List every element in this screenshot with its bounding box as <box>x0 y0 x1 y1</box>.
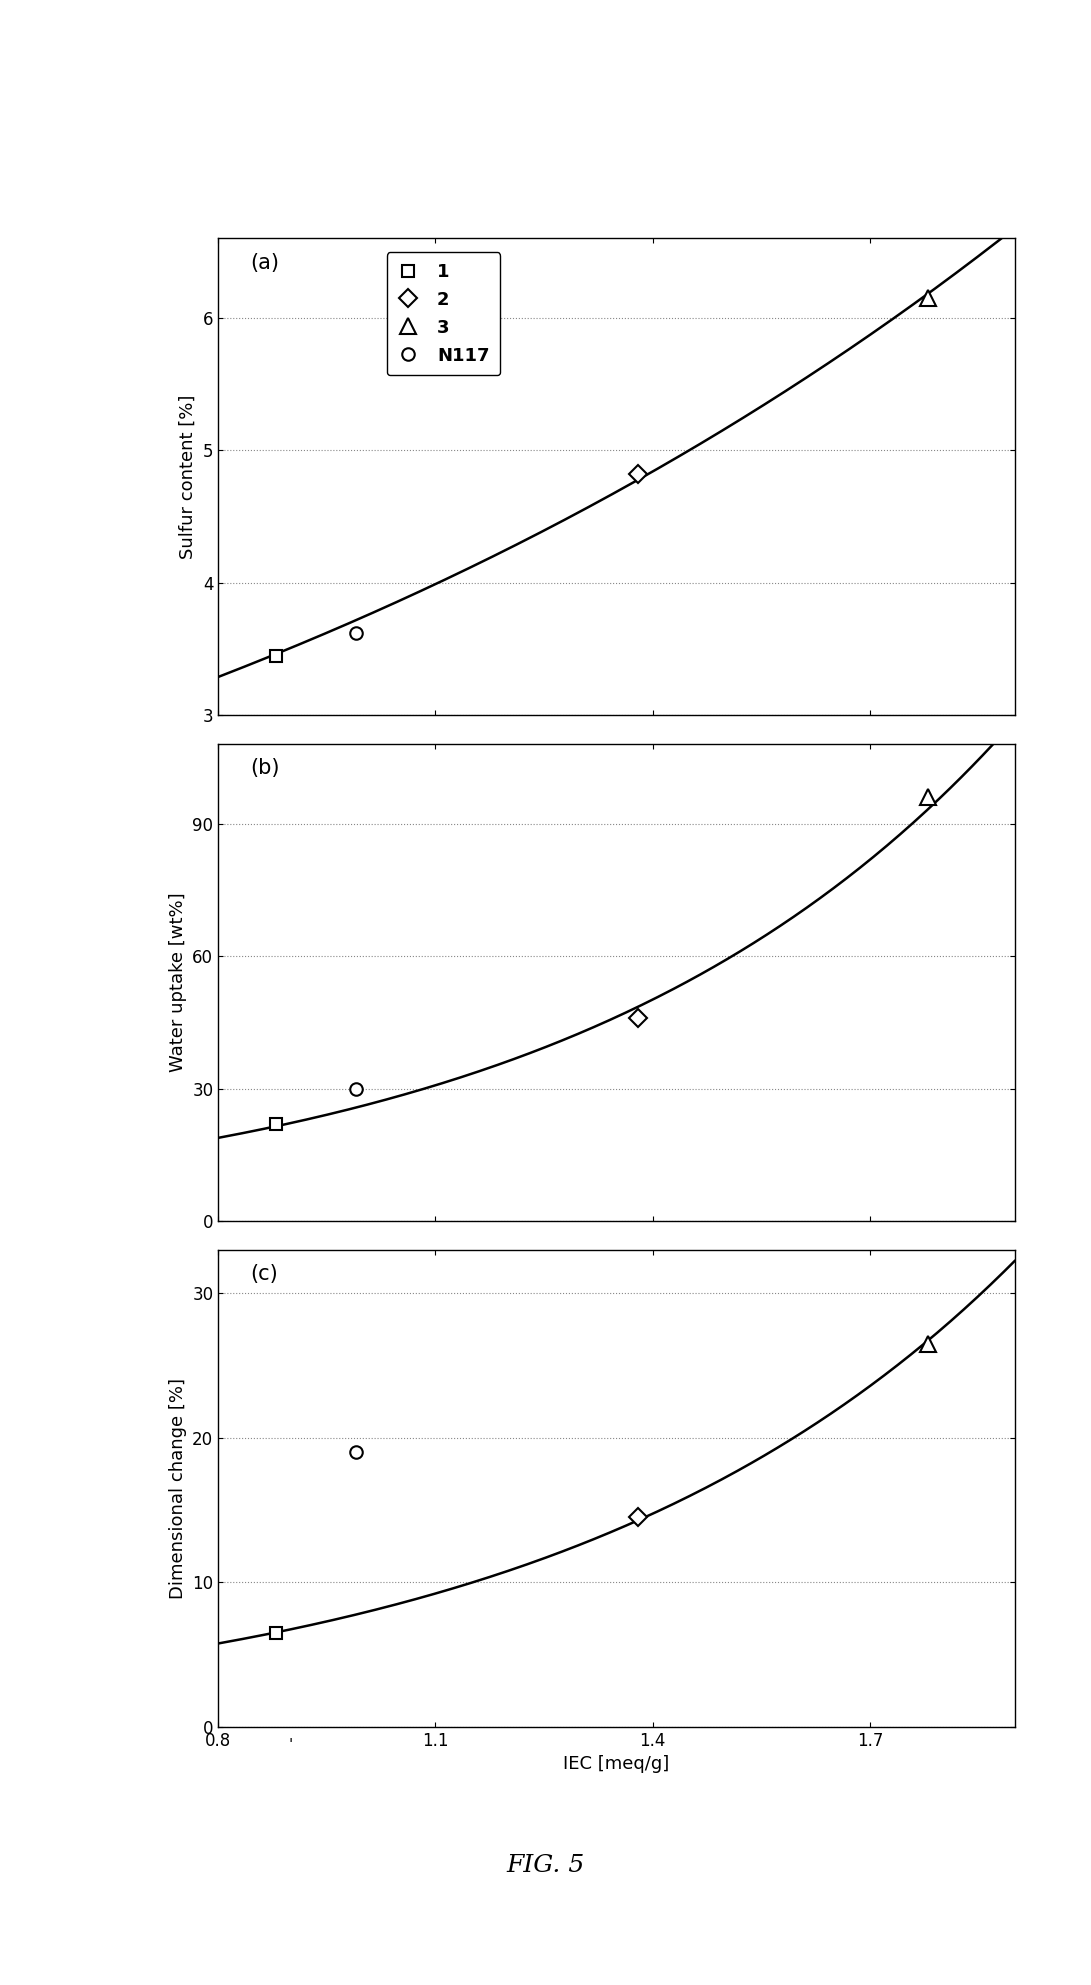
X-axis label: IEC [meq/g]: IEC [meq/g] <box>563 1755 670 1773</box>
Text: FIG. 5: FIG. 5 <box>506 1854 585 1878</box>
Text: (c): (c) <box>250 1264 278 1284</box>
Legend: 1, 2, 3, N117: 1, 2, 3, N117 <box>386 252 501 375</box>
Text: ': ' <box>288 1739 292 1753</box>
Y-axis label: Dimensional change [%]: Dimensional change [%] <box>169 1378 187 1598</box>
Y-axis label: Water uptake [wt%]: Water uptake [wt%] <box>169 893 187 1072</box>
Text: (b): (b) <box>250 758 279 778</box>
Y-axis label: Sulfur content [%]: Sulfur content [%] <box>179 395 197 560</box>
Text: (a): (a) <box>250 252 279 272</box>
